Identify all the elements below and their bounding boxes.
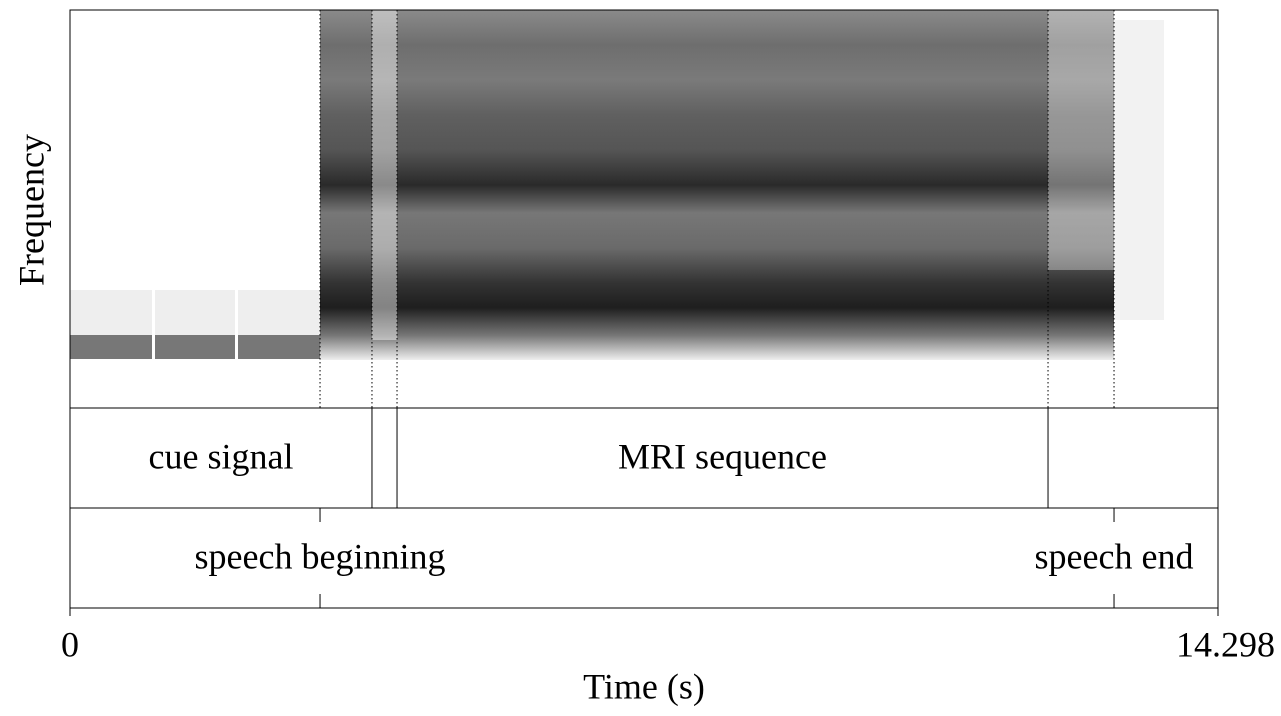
spectrogram-fade xyxy=(1114,20,1164,320)
spectrogram-gap xyxy=(152,290,155,360)
point-label: speech beginning xyxy=(195,536,446,576)
x-tick-label: 14.298 xyxy=(1176,624,1275,664)
frame xyxy=(69,9,1219,609)
spectrogram-band xyxy=(70,290,320,335)
spectrogram-block xyxy=(320,10,1114,360)
interval-label: MRI sequence xyxy=(618,436,827,476)
spectrogram-band xyxy=(70,335,364,359)
spectrogram-light xyxy=(1048,10,1114,270)
interval-label: cue signal xyxy=(149,436,294,476)
point-label: speech end xyxy=(1035,536,1194,576)
y-axis-label: Frequency xyxy=(11,134,51,286)
x-axis-label: Time (s) xyxy=(583,666,705,706)
spectrogram-image xyxy=(70,10,1164,360)
x-tick-label: 0 xyxy=(61,624,79,664)
spectrogram-light xyxy=(372,10,397,340)
spectrogram-gap xyxy=(235,290,238,360)
